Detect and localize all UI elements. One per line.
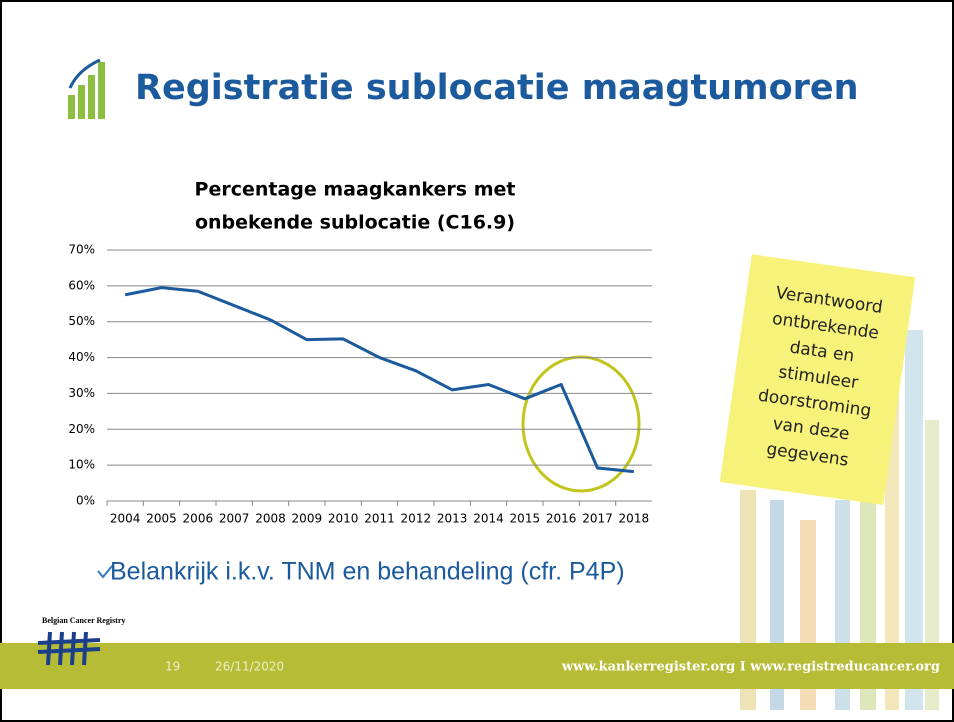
y-tick-label: 0% [76,494,95,508]
y-tick-label: 50% [68,314,95,328]
x-tick-label: 2014 [473,512,504,526]
y-tick-label: 60% [68,278,95,292]
x-tick-label: 2011 [364,512,395,526]
x-tick-label: 2016 [546,512,577,526]
slide-title: Registratie sublocatie maagtumoren [135,68,859,108]
y-tick-label: 30% [68,386,95,400]
date: 26/11/2020 [215,660,284,674]
x-tick-label: 2013 [437,512,468,526]
bullet-text: Belankrijk i.k.v. TNM en behandeling (cf… [110,558,625,586]
footer-links: www.kankerregister.org I www.registreduc… [561,660,940,675]
x-tick-label: 2015 [510,512,541,526]
page-number: 19 [165,660,180,674]
chart-title: Percentage maagkankers met [195,179,516,201]
x-tick-label: 2010 [328,512,359,526]
x-tick-label: 2004 [110,512,141,526]
x-tick-label: 2005 [146,512,177,526]
x-tick-label: 2009 [292,512,323,526]
x-tick-label: 2012 [401,512,432,526]
slide: Registratie sublocatie maagtumoren Perce… [0,0,954,722]
x-tick-label: 2006 [183,512,214,526]
y-tick-label: 20% [68,422,95,436]
x-tick-label: 2008 [255,512,286,526]
x-tick-label: 2007 [219,512,250,526]
y-tick-label: 70% [68,243,95,257]
y-tick-label: 10% [68,458,95,472]
chart-title: onbekende sublocatie (C16.9) [195,212,515,234]
x-tick-label: 2018 [619,512,650,526]
y-tick-label: 40% [68,350,95,364]
x-tick-label: 2017 [582,512,613,526]
logo-text: Belgian Cancer Registry [42,616,125,625]
